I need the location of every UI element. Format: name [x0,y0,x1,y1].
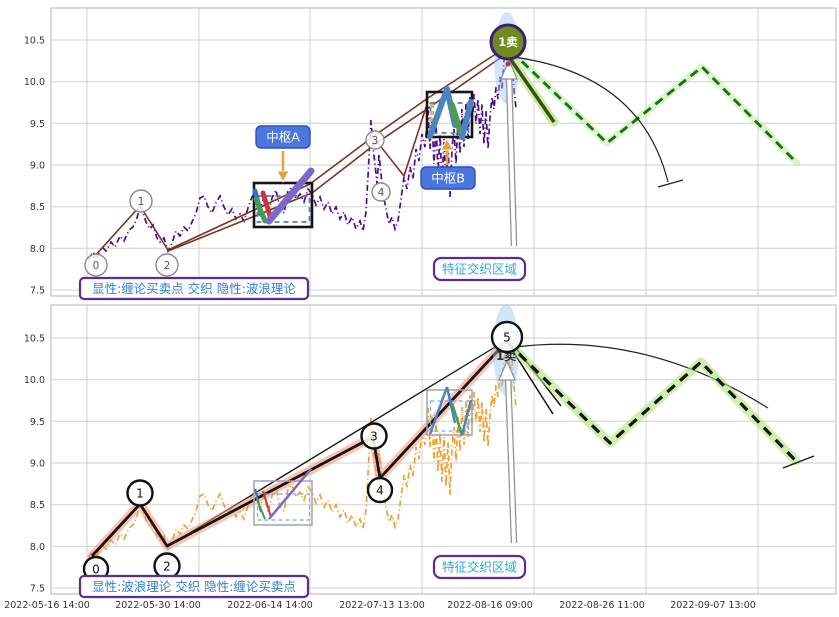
chip-arrow-a-head [276,170,290,183]
stroke-blue-b1 [427,86,450,139]
stroke-red-a2 [262,490,272,518]
y-tick-label: 10.0 [24,375,45,386]
wave-0-top-label: 0 [93,260,100,272]
pivot-b-chip [420,166,476,190]
projection-zigzag-bottom [505,340,798,463]
wave-0-bottom-label: 0 [92,562,100,576]
x-tick-label: 2022-05-16 14:00 [4,600,90,611]
arc-end-cap-top [657,179,684,188]
wave-3-top-label: 3 [372,135,379,147]
wave-1-top-label: 1 [138,196,145,208]
wave-2-bottom-label: 2 [163,559,171,573]
sell-1-marker-label: 1卖 [498,35,518,49]
stroke-purple-a [265,167,315,225]
panel-chan-explicit-frame [50,7,837,297]
wave-2-top [155,253,179,277]
y-tick-label: 7.5 [30,286,45,297]
chip-arrow-b-head [440,138,454,151]
sell-dot [505,61,511,67]
projection-arc-top [512,56,669,183]
stroke-blue-b3 [459,99,474,140]
wave-3-bottom [360,422,388,450]
projection-zigzag-top [510,49,798,164]
y-tick-label: 8.0 [30,244,45,255]
y-tick-label: 9.5 [30,119,45,130]
stroke-blue-b2h [445,386,457,424]
projection-arc-bottom [515,343,769,409]
weave-zone-chip-bottom [432,554,527,580]
y-tick-label: 8.0 [30,542,45,553]
arc-end-cap-bottom [782,455,815,469]
pivot-a-inner-box [256,195,311,223]
wave-2-top-label: 2 [164,260,171,272]
pivot-a-chip-label: 中枢A [266,129,300,144]
stroke-green-bh [450,402,464,436]
up-arrow-head-top [500,58,518,80]
x-tick-label: 2022-09-07 13:00 [670,600,756,611]
stroke-blue-b3h [460,399,473,436]
pivot-b-inner-hidden [429,400,470,432]
x-tick-label: 2022-05-30 14:00 [115,600,201,611]
pivot-a-box-hidden [253,480,313,526]
wave-5-bottom [490,320,524,354]
pivot-b-chip-label: 中枢B [431,170,465,185]
wave-1-top [129,189,153,213]
up-arrow-shaft-top [507,73,516,247]
up-arrow-shaft-bottom [506,373,516,544]
channel-line-v [373,100,429,177]
wave-1-bottom [126,479,154,507]
y-tick-label: 9.0 [30,161,45,172]
legend-chip-bottom-label: 显性:波浪理论 交织 隐性:缠论买卖点 [92,579,296,594]
stroke-green-a [253,196,268,224]
wave-4-bottom-label: 4 [376,483,384,497]
pivot-a-chip [255,125,311,149]
x-tick-label: 2022-07-13 13:00 [339,600,425,611]
legend-chip-top [78,276,310,301]
y-tick-label: 10.5 [24,334,45,345]
y-tick-label: 8.5 [30,202,45,213]
x-tick-label: 2022-08-16 09:00 [447,600,533,611]
legend-chip-bottom [78,574,310,599]
wave-zigzag-bottom [90,341,508,557]
weave-zone-chip-top [432,256,527,282]
panel-wave-explicit-frame [50,304,837,595]
y-tick-label: 7.5 [30,584,45,595]
y-tick-label: 9.5 [30,417,45,428]
x-tick-label: 2022-06-14 14:00 [227,600,313,611]
stroke-green-a2 [255,496,266,520]
wave-4-top-label: 4 [378,187,385,199]
pivot-a-box [252,181,314,229]
wave-4-bottom [366,476,394,504]
legend-chip-top-label: 显性:缠论买卖点 交织 隐性:波浪理论 [92,281,296,296]
x-tick-label: 2022-08-26 11:00 [559,600,645,611]
weave-zone-chip-top-label: 特征交织区域 [442,261,517,276]
wave-3-top [365,130,385,150]
y-tick-label: 10.5 [24,36,45,47]
stroke-red-a [260,190,274,222]
wave-1-bottom-label: 1 [136,486,144,500]
sell-1-marker [489,23,527,61]
stroke-purple-a2 [268,468,312,520]
segment-line-green [507,56,556,123]
wave-3-bottom-label: 3 [370,429,378,443]
pivot-b-box-hidden [426,389,473,436]
weave-zone-chip-bottom-label: 特征交织区域 [442,559,517,574]
up-arrow-head-bottom [498,359,516,381]
wave-4-top [371,182,391,202]
stroke-blue-b1h [428,386,449,435]
wave-0-top [84,253,108,277]
y-tick-label: 10.0 [24,77,45,88]
y-tick-label: 9.0 [30,459,45,470]
pivot-a-inner-hidden [256,493,311,521]
wave-5-bottom-label: 5 [503,330,511,344]
y-tick-label: 8.5 [30,500,45,511]
